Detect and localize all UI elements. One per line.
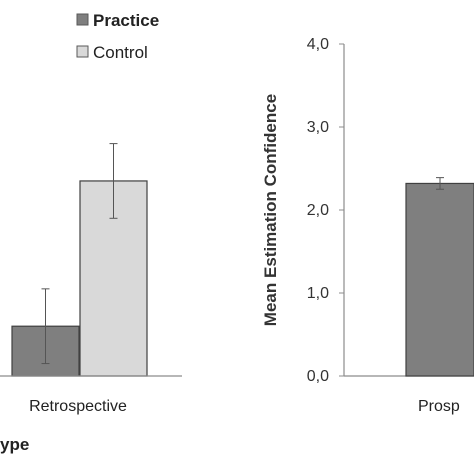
legend-label-control: Control [93,43,148,62]
left-chart: Retrospective ype [0,143,182,454]
bar [405,182,474,377]
legend-swatch-control [76,45,89,58]
right-chart-marks [405,177,474,377]
legend-swatch-practice [76,13,89,26]
right-category-label: Prosp [418,398,460,415]
y-tick-label: 0,0 [307,368,329,385]
left-chart-marks [11,143,148,377]
legend: Practice Control [76,11,159,62]
right-y-axis-title: Mean Estimation Confidence [261,94,280,326]
y-tick-label: 1,0 [307,285,329,302]
right-chart: 0,0 1,0 2,0 3,0 4,0 Mean Estimation Confiden… [261,36,474,415]
left-category-label: Retrospective [29,398,127,415]
right-y-ticks: 0,0 1,0 2,0 3,0 4,0 [307,36,344,385]
left-x-axis-title: ype [0,435,29,454]
y-tick-label: 4,0 [307,36,329,53]
legend-label-practice: Practice [93,11,159,30]
y-tick-label: 3,0 [307,119,329,136]
y-tick-label: 2,0 [307,202,329,219]
